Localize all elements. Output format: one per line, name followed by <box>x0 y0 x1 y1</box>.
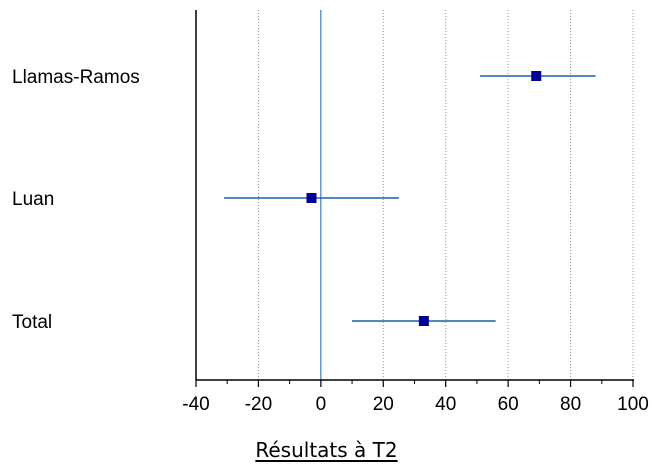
x-tick-label: 60 <box>498 394 519 415</box>
x-tick-label: 80 <box>560 394 581 415</box>
study-label: Llamas-Ramos <box>12 67 140 88</box>
x-tick-label: -40 <box>182 394 209 415</box>
x-axis-label: Résultats à T2 <box>255 438 398 462</box>
study-label: Luan <box>12 189 54 210</box>
study-label: Total <box>12 312 52 333</box>
x-tick-label: 0 <box>316 394 327 415</box>
axes: -40 -20 0 20 40 60 80 100 <box>182 10 649 415</box>
study-rows: Llamas-Ramos Luan Total <box>12 67 596 333</box>
point-estimate <box>418 316 429 326</box>
x-tick-label: 40 <box>435 394 456 415</box>
point-estimate <box>306 193 317 203</box>
x-tick-label: 100 <box>617 394 649 415</box>
x-tick-label: 20 <box>373 394 394 415</box>
gridlines <box>257 10 634 380</box>
point-estimate <box>531 71 542 81</box>
x-tick-label: -20 <box>245 394 272 415</box>
